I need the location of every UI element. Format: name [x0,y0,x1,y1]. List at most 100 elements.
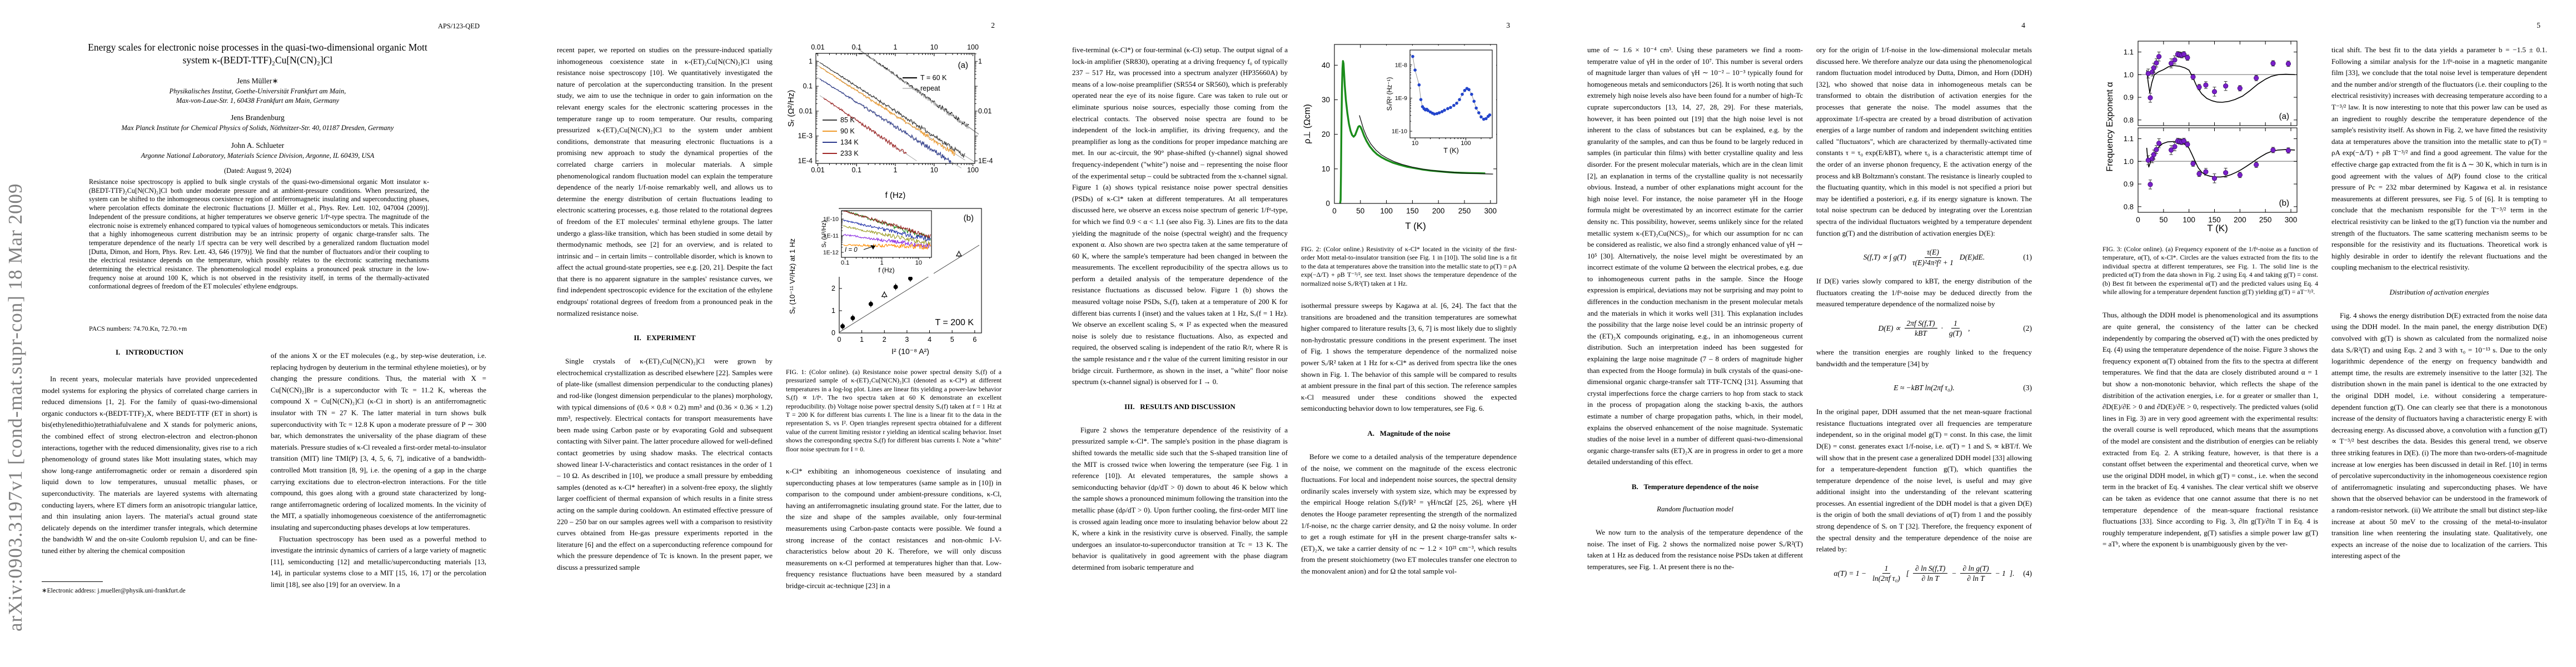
figure-1b-voltage-noise: 01234560123T = 200 K(b)I² (10⁻⁸ A²)Sᵥ (1… [786,204,1001,360]
paragraph: ory for the origin of 1/f-noise in the l… [1816,46,2032,237]
svg-text:repeat: repeat [920,84,940,92]
svg-text:1: 1 [894,43,898,51]
abstract: Resistance noise spectroscopy is applied… [89,178,429,291]
figure-2-resistivity: 0 50 100 150 200 250 300 0 10 20 30 40 T (K) ρ⊥ (Ωcm)… [1301,37,1517,237]
page-number: 5 [2537,21,2540,29]
figure-3-frequency-exponent: 0.8 0.9 1.0 1.1 (a) 0.8 0.9 1.0 1.1 0 50 100 150 200 2… [2102,37,2318,237]
paragraph: κ-Cl* exhibiting an inhomogeneous coexis… [786,467,1001,590]
p1-right-column: of the anions X or the ET molecules (e.g… [271,350,486,617]
svg-text:10: 10 [915,260,922,266]
svg-text:(a): (a) [958,61,968,70]
svg-text:1E-8: 1E-8 [1395,62,1407,68]
paragraph: Fluctuation spectroscopy has been used a… [271,534,486,589]
svg-text:20: 20 [1322,130,1330,138]
svg-text:1: 1 [860,336,864,344]
figure-1-caption: FIG. 1: (Color online). (a) Resistance n… [786,368,1001,453]
svg-text:100: 100 [2183,216,2195,224]
author-1: Jens Müller∗ [237,77,278,85]
svg-text:ρ⊥ (Ωcm): ρ⊥ (Ωcm) [1303,104,1312,143]
subsection-random-fluctuation: Random fluctuation model [1657,504,1733,513]
svg-text:1E-12: 1E-12 [823,250,839,256]
affiliation-3: Argonne National Laboratory, Materials S… [141,151,375,160]
svg-text:0: 0 [831,329,835,337]
svg-text:2: 2 [883,336,886,344]
paragraph: Fig. 4 shows the energy distribution D(E… [2331,311,2547,560]
svg-text:Sᵣ (Ω²/Hz): Sᵣ (Ω²/Hz) [786,90,796,127]
svg-text:T (K): T (K) [1443,147,1459,155]
svg-text:0.01: 0.01 [978,107,991,115]
paragraph: recent paper, we reported on studies on … [557,46,773,317]
svg-text:85 K: 85 K [840,116,855,124]
p1-left-column: I. INTRODUCTION In recent years, molecul… [42,347,257,577]
svg-text:10: 10 [1322,165,1330,173]
svg-text:150: 150 [1406,207,1419,215]
author-2: Jens Brandenburg [231,113,285,122]
svg-text:0.8: 0.8 [2124,116,2134,124]
svg-text:1E-10: 1E-10 [823,216,839,223]
journal-tag: APS/123-QED [437,22,480,30]
paragraph: We now turn to the analysis of the tempe… [1587,527,1803,571]
page-number: 2 [991,21,995,29]
svg-text:50: 50 [2159,216,2168,224]
svg-text:I = 0: I = 0 [845,247,858,253]
paragraph: Figure 2 shows the temperature dependenc… [1072,425,1288,571]
svg-text:Sᵥ (10⁻¹¹ V²/Hz) at 1 Hz: Sᵥ (10⁻¹¹ V²/Hz) at 1 Hz [788,238,796,314]
svg-text:1: 1 [880,260,884,266]
page-4: 4 ume of ∼ 1.6 × 10⁻⁴ cm³. Using these p… [1546,0,2061,667]
p3-right-column: 0 50 100 150 200 250 300 0 10 20 30 40 T (K) ρ⊥ (Ωcm)… [1301,37,1517,619]
svg-text:(b): (b) [2279,198,2289,208]
p3-left-column: five-terminal (κ-Cl*) or four-terminal (… [1072,44,1288,617]
author-3: John A. Schlueter [231,141,285,150]
page-2: 2 recent paper, we reported on studies o… [515,0,1030,667]
svg-text:150: 150 [2208,216,2221,224]
svg-text:0.9: 0.9 [2124,180,2134,188]
figure-3-caption: FIG. 3: (Color online). (a) Frequency ex… [2102,245,2318,296]
svg-text:T = 200 K: T = 200 K [935,318,974,327]
svg-text:1.0: 1.0 [2124,71,2134,79]
svg-text:Sᵣ/R² (Hz⁻¹): Sᵣ/R² (Hz⁻¹) [1387,77,1393,111]
author-block: Jens Müller∗ Physikalisches Institut, Go… [33,77,482,175]
svg-text:0: 0 [838,336,841,344]
svg-text:1: 1 [894,166,898,174]
svg-text:10: 10 [930,166,938,174]
equation-1: S(f,T) ∝ ∫ g(T) τ(E) τ(E)²4π²f² + 1 D(E)dE.… [1863,248,2032,267]
affiliation-1b: Max-von-Laue-Str. 1, 60438 Frankfurt am … [176,96,340,104]
affiliation-2: Max Planck Institute for Chemical Physic… [121,124,394,132]
page-3: 3 five-terminal (κ-Cl*) or four-terminal… [1030,0,1546,667]
figure-1a-noise-spectra: 0.01 0.1 1 10 100 0.01 0.1 1 10 100 1 0.1 0.01 1E-3 1E… [786,37,1001,204]
page-1: arXiv:0903.3197v1 [cond-mat.supr-con] 18… [0,0,515,667]
paragraph: In recent years, molecular materials hav… [42,375,257,555]
p4-left-column: ume of ∼ 1.6 × 10⁻⁴ cm³. Using these par… [1587,44,1803,617]
svg-text:0.1: 0.1 [841,260,849,266]
paragraph: Single crystals of κ-(ET)₂Cu[N(CN)₂]Cl w… [557,357,773,571]
p5-left-column: 0.8 0.9 1.0 1.1 (a) 0.8 0.9 1.0 1.1 0 50 100 150 200 2… [2102,37,2318,619]
svg-text:1: 1 [809,57,813,65]
svg-text:1E-11: 1E-11 [824,233,839,240]
affiliation-1a: Physikalisches Institut, Goethe-Universi… [169,87,346,95]
svg-text:T (K): T (K) [1405,221,1426,231]
svg-text:0: 0 [2136,216,2140,224]
pacs-line: PACS numbers: 74.70.Kn, 72.70.+m [89,325,187,332]
title-line-2: system κ-(BEDT-TTF)₂Cu[N(CN)₂]Cl [182,54,333,66]
svg-text:100: 100 [967,43,979,51]
footnote-text: ∗Electronic address: j.mueller@physik.un… [42,588,186,594]
page-number: 4 [2021,21,2025,29]
svg-text:1: 1 [978,57,982,65]
svg-text:100: 100 [1461,140,1471,147]
svg-text:4: 4 [928,336,931,344]
svg-text:I² (10⁻⁸ A²): I² (10⁻⁸ A²) [891,347,929,356]
p2-left-column: recent paper, we reported on studies on … [557,44,773,617]
svg-text:300: 300 [2285,216,2298,224]
svg-text:(b): (b) [964,213,974,223]
svg-text:0.01: 0.01 [811,43,824,51]
svg-text:0.01: 0.01 [799,107,813,115]
svg-text:T = 60 K: T = 60 K [920,74,947,82]
svg-text:1E-4: 1E-4 [798,157,813,165]
svg-text:1E-4: 1E-4 [978,157,993,165]
equation-4: α(T) = 1 −1 ln(2πf τ₀)[∂ ln S(f,T) ∂ ln T −… [1833,564,2032,583]
svg-text:100: 100 [967,166,979,174]
svg-text:30: 30 [1322,96,1330,104]
p5-right-column: tical shift. The best fit to the data yi… [2331,44,2547,617]
footnote: ∗Electronic address: j.mueller@physik.un… [42,581,257,594]
